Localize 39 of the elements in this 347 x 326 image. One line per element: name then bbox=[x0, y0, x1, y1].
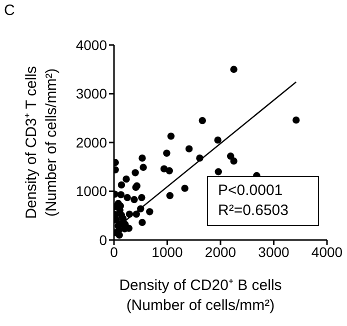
point bbox=[140, 164, 147, 171]
y-axis-title: Density of CD3⁺ T cells (Number of cells/mm²) bbox=[23, 66, 60, 219]
point bbox=[214, 136, 222, 144]
point bbox=[166, 167, 173, 174]
x-tick-label: 4000 bbox=[311, 244, 343, 260]
y-tick-label: 1000 bbox=[76, 183, 108, 200]
point bbox=[122, 175, 130, 183]
point bbox=[124, 194, 131, 202]
point bbox=[132, 169, 139, 176]
point bbox=[167, 132, 175, 140]
point bbox=[117, 191, 125, 198]
y-tick-label: 4000 bbox=[76, 36, 108, 53]
point bbox=[185, 145, 193, 152]
x-tick-label: 2000 bbox=[204, 244, 236, 260]
point bbox=[118, 181, 126, 189]
point bbox=[181, 184, 188, 192]
point bbox=[138, 194, 146, 202]
point bbox=[198, 116, 206, 124]
point bbox=[166, 192, 174, 200]
chart-title: C bbox=[4, 2, 15, 19]
x-axis-title: Density of CD20⁺ B cells (Number of cells/mm²) bbox=[119, 277, 282, 314]
y-tick-label: 3000 bbox=[76, 86, 108, 102]
point bbox=[230, 66, 238, 73]
point bbox=[116, 232, 123, 239]
point bbox=[292, 116, 300, 124]
point bbox=[130, 196, 138, 204]
x-tick-label: 1000 bbox=[152, 244, 184, 260]
annotation: P<0.0001 R²=0.6503 bbox=[218, 181, 290, 221]
point bbox=[214, 168, 222, 176]
point bbox=[146, 208, 154, 216]
point bbox=[160, 165, 168, 172]
point bbox=[138, 218, 146, 226]
point bbox=[230, 157, 238, 165]
point bbox=[138, 154, 146, 162]
y-tick-label: 2000 bbox=[76, 134, 108, 150]
y-tick-label: 0 bbox=[99, 232, 108, 248]
x-tick-label: 3000 bbox=[258, 244, 290, 260]
point bbox=[163, 150, 170, 157]
x-tick-label: 0 bbox=[110, 244, 118, 260]
